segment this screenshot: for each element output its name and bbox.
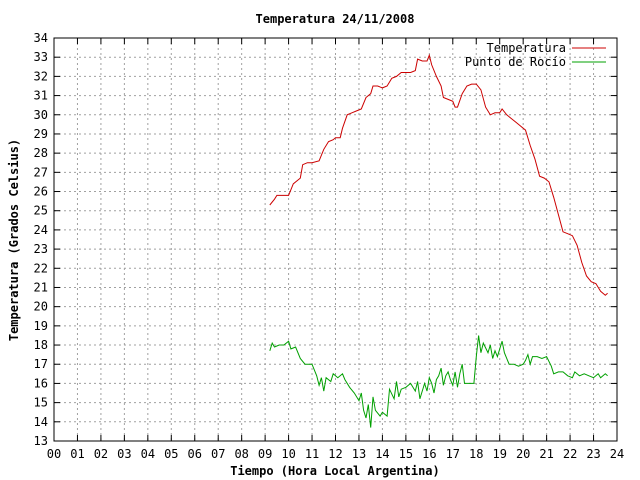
x-tick-label: 12 <box>328 447 342 461</box>
y-tick-label: 27 <box>34 165 48 179</box>
y-tick-label: 33 <box>34 50 48 64</box>
x-tick-label: 18 <box>469 447 483 461</box>
y-tick-label: 31 <box>34 89 48 103</box>
y-tick-label: 14 <box>34 415 48 429</box>
x-tick-label: 00 <box>47 447 61 461</box>
legend-label: Punto de Rocío <box>465 55 566 69</box>
series-line-punto-de-rocio <box>269 335 608 428</box>
x-tick-label: 02 <box>94 447 108 461</box>
x-tick-label: 20 <box>516 447 530 461</box>
y-tick-label: 25 <box>34 204 48 218</box>
x-axis-label: Tiempo (Hora Local Argentina) <box>230 464 440 478</box>
x-tick-label: 24 <box>610 447 624 461</box>
x-tick-label: 04 <box>141 447 155 461</box>
x-tick-label: 13 <box>352 447 366 461</box>
y-tick-label: 20 <box>34 300 48 314</box>
x-tick-label: 22 <box>563 447 577 461</box>
x-tick-label: 17 <box>446 447 460 461</box>
x-tick-label: 21 <box>539 447 553 461</box>
grid <box>54 38 617 441</box>
y-tick-label: 21 <box>34 280 48 294</box>
series-layer <box>269 53 608 428</box>
x-tick-label: 23 <box>586 447 600 461</box>
x-tick-label: 19 <box>492 447 506 461</box>
y-tick-label: 32 <box>34 69 48 83</box>
y-tick-label: 13 <box>34 434 48 448</box>
x-tick-label: 01 <box>70 447 84 461</box>
x-tick-label: 14 <box>375 447 389 461</box>
chart-title: Temperatura 24/11/2008 <box>256 12 415 26</box>
x-tick-label: 10 <box>281 447 295 461</box>
axis-ticks: 00 01 02 03 04 05 06 07 08 09 10 11 12 13 14 15 16 17 18 19… <box>34 31 625 461</box>
y-tick-label: 19 <box>34 319 48 333</box>
legend-label: Temperatura <box>487 41 566 55</box>
y-tick-label: 24 <box>34 223 48 237</box>
y-tick-label: 26 <box>34 185 48 199</box>
y-tick-label: 34 <box>34 31 48 45</box>
y-tick-label: 28 <box>34 146 48 160</box>
y-tick-label: 15 <box>34 396 48 410</box>
y-tick-label: 29 <box>34 127 48 141</box>
x-tick-label: 06 <box>188 447 202 461</box>
y-tick-label: 18 <box>34 338 48 352</box>
x-tick-label: 08 <box>234 447 248 461</box>
x-tick-label: 09 <box>258 447 272 461</box>
x-tick-label: 07 <box>211 447 225 461</box>
x-tick-label: 15 <box>399 447 413 461</box>
y-tick-label: 16 <box>34 376 48 390</box>
y-tick-label: 17 <box>34 357 48 371</box>
y-tick-label: 30 <box>34 108 48 122</box>
y-tick-label: 23 <box>34 242 48 256</box>
x-tick-label: 11 <box>305 447 319 461</box>
x-tick-label: 05 <box>164 447 178 461</box>
y-tick-label: 22 <box>34 261 48 275</box>
y-axis-label: Temperatura (Grados Celsius) <box>7 139 21 341</box>
series-line-temperatura <box>269 53 608 296</box>
x-tick-label: 03 <box>117 447 131 461</box>
x-tick-label: 16 <box>422 447 436 461</box>
